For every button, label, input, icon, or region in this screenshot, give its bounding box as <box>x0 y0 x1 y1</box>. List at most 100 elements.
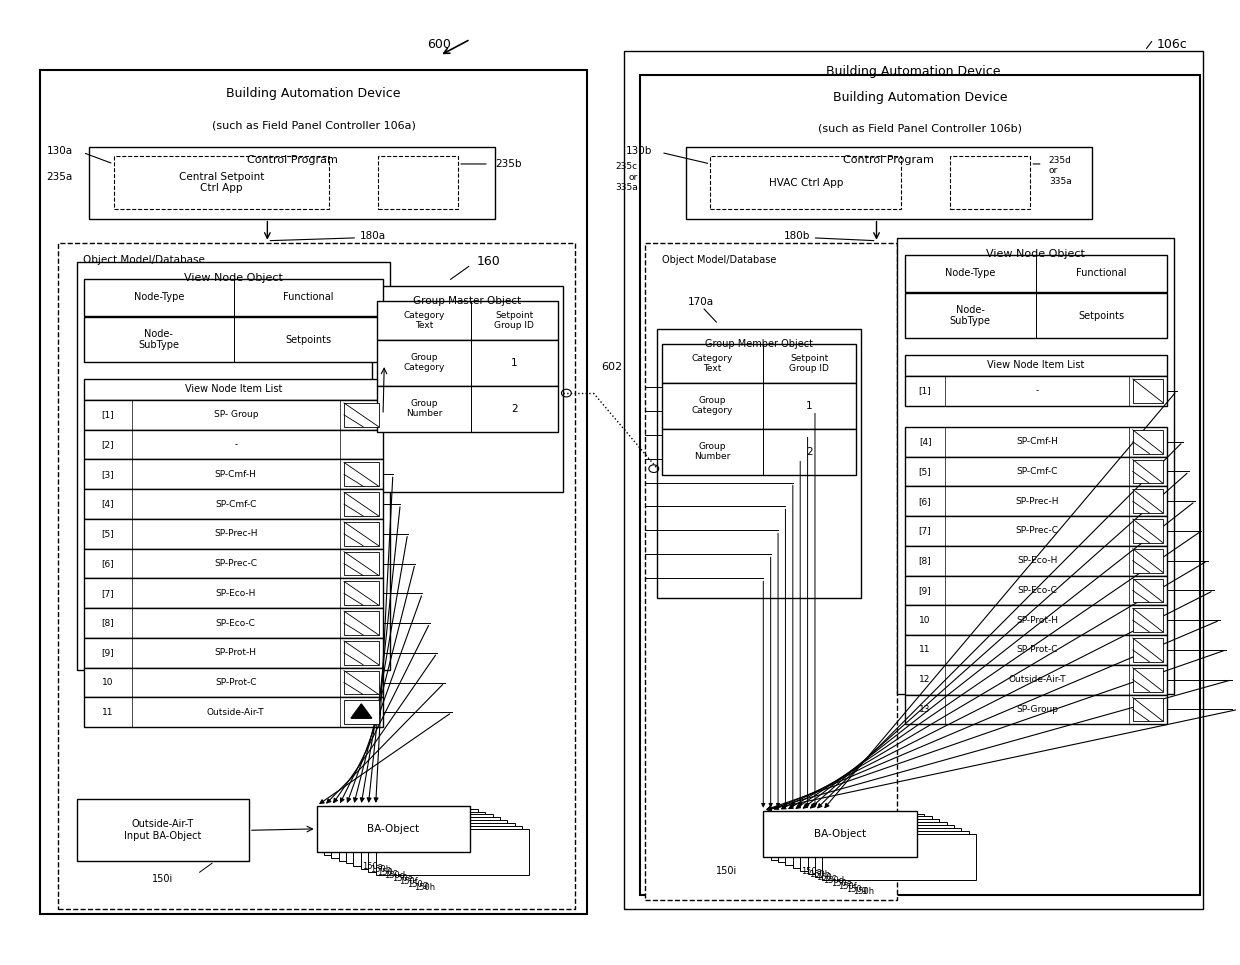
Bar <box>377 386 558 431</box>
Text: 180b: 180b <box>784 231 811 241</box>
Text: · · ·: · · · <box>1195 449 1208 469</box>
Bar <box>84 698 383 728</box>
Text: [4]: [4] <box>919 437 931 446</box>
Text: Functional: Functional <box>283 292 334 302</box>
Bar <box>1132 608 1163 632</box>
Text: 150i: 150i <box>153 873 174 884</box>
Bar <box>815 831 968 877</box>
Bar <box>640 74 1200 896</box>
Bar <box>84 400 383 429</box>
Bar <box>1132 579 1163 602</box>
Text: Building Automation Device: Building Automation Device <box>826 66 1001 78</box>
Bar <box>84 459 383 489</box>
Bar <box>84 668 383 698</box>
Text: Node-
SubType: Node- SubType <box>950 305 991 326</box>
Text: SP-Prot-H: SP-Prot-H <box>215 648 257 657</box>
Bar <box>377 301 558 340</box>
Text: Object Model/Database: Object Model/Database <box>83 255 206 265</box>
Bar <box>343 671 378 695</box>
Text: (such as Field Panel Controller 106a): (such as Field Panel Controller 106a) <box>212 121 415 130</box>
Text: Control Program: Control Program <box>843 155 934 165</box>
Text: 150c: 150c <box>377 868 398 877</box>
Bar <box>376 829 529 875</box>
Bar <box>84 519 383 549</box>
Text: 150b: 150b <box>808 870 830 879</box>
Text: 10: 10 <box>102 678 114 687</box>
Text: SP-Eco-H: SP-Eco-H <box>216 589 255 597</box>
Text: SP-Prec-C: SP-Prec-C <box>215 559 257 568</box>
Text: SP-Prot-H: SP-Prot-H <box>1016 616 1058 624</box>
Bar <box>905 635 1167 665</box>
Text: 150g: 150g <box>846 885 867 894</box>
Bar <box>84 279 383 316</box>
Bar <box>89 147 495 219</box>
Bar <box>1132 549 1163 572</box>
Bar <box>346 817 500 864</box>
Text: Category
Text: Category Text <box>692 354 733 373</box>
Bar <box>40 69 588 914</box>
Bar <box>905 605 1167 635</box>
Text: SP-Prot-C: SP-Prot-C <box>215 678 257 687</box>
Text: SP-Prot-C: SP-Prot-C <box>1017 646 1058 654</box>
Bar <box>343 552 378 575</box>
Bar <box>662 428 856 475</box>
Bar <box>905 427 1167 456</box>
Text: [6]: [6] <box>102 559 114 568</box>
Bar <box>331 812 485 858</box>
Text: [2]: [2] <box>102 440 114 449</box>
Text: Setpoint
Group ID: Setpoint Group ID <box>495 311 534 330</box>
Text: Control Program: Control Program <box>247 155 337 165</box>
Bar <box>764 811 918 857</box>
Text: Node-Type: Node-Type <box>945 268 996 278</box>
Bar <box>84 578 383 608</box>
Bar <box>777 816 932 863</box>
Bar <box>84 638 383 668</box>
Text: 150a: 150a <box>362 863 383 871</box>
Bar <box>905 575 1167 605</box>
Text: View Node Item List: View Node Item List <box>185 384 283 395</box>
Text: 2: 2 <box>511 403 517 414</box>
Bar <box>84 549 383 578</box>
Text: 130a: 130a <box>47 146 73 155</box>
Text: 235c
or
335a: 235c or 335a <box>615 162 637 192</box>
Bar <box>84 317 383 362</box>
Text: [8]: [8] <box>102 619 114 627</box>
Bar <box>343 403 378 427</box>
Bar <box>905 546 1167 575</box>
Bar <box>624 51 1203 909</box>
Bar <box>377 340 558 386</box>
Bar <box>800 825 954 871</box>
Text: Setpoints: Setpoints <box>1079 311 1125 320</box>
Text: Object Model/Database: Object Model/Database <box>662 255 776 265</box>
Bar <box>898 237 1174 694</box>
Bar <box>84 608 383 638</box>
Bar <box>785 819 939 866</box>
Text: 13: 13 <box>919 704 931 714</box>
Text: Group
Number: Group Number <box>405 399 443 418</box>
Text: 150b: 150b <box>370 866 391 874</box>
Text: Group
Number: Group Number <box>694 442 730 461</box>
Bar <box>324 809 477 855</box>
Text: View Node Object: View Node Object <box>987 249 1085 260</box>
Bar <box>807 828 961 874</box>
Text: 150d: 150d <box>384 871 405 880</box>
Text: [1]: [1] <box>919 386 931 396</box>
Bar <box>77 262 391 670</box>
Text: 11: 11 <box>919 646 931 654</box>
Text: [9]: [9] <box>919 586 931 595</box>
Polygon shape <box>351 703 372 718</box>
Bar <box>686 147 1092 219</box>
Text: SP-Eco-C: SP-Eco-C <box>216 619 255 627</box>
Text: -: - <box>1035 386 1039 396</box>
Bar <box>662 345 856 383</box>
Text: Group Member Object: Group Member Object <box>706 340 813 349</box>
Text: Outside-Air-T: Outside-Air-T <box>207 707 264 717</box>
Text: Category
Text: Category Text <box>403 311 445 330</box>
Bar <box>77 799 249 862</box>
Bar <box>343 701 378 724</box>
Bar <box>1132 459 1163 483</box>
Bar <box>353 820 507 867</box>
Bar <box>905 355 1167 376</box>
Text: 150g: 150g <box>407 880 428 889</box>
Text: 235b: 235b <box>495 159 522 169</box>
